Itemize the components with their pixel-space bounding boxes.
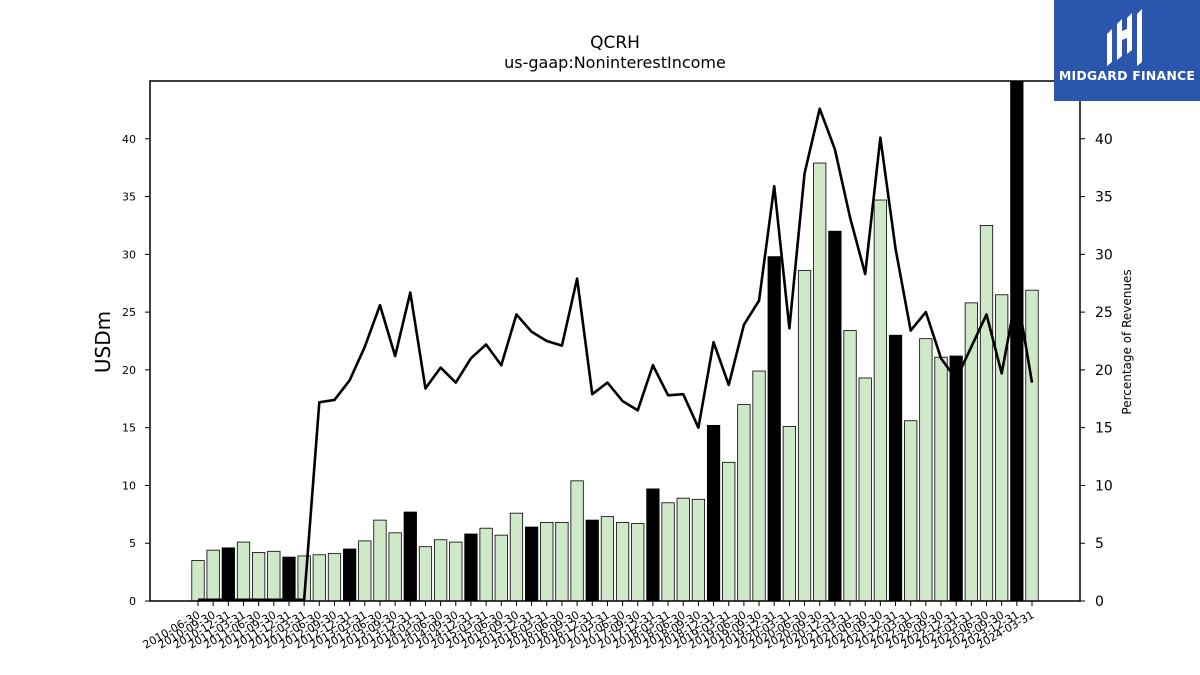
revenue-percentage-line [198,107,1034,602]
y2-tick-label: 5 [1095,536,1104,552]
midgard-finance-logo: MIDGARD FINANCE [1054,0,1200,101]
bar-2020-03-31 [782,426,796,602]
bar-2016-06-30 [555,522,569,602]
y2-tick-label: 15 [1095,421,1113,437]
bar-2012-06-30 [312,554,326,602]
y2-tick-label: 30 [1095,247,1113,263]
bar-2021-12-31 [888,334,903,602]
bar-2022-06-30 [919,338,933,602]
bar-2017-12-31 [646,488,660,602]
bar-2015-03-31 [479,527,493,602]
y-tick-label: 40 [122,133,136,146]
bar-2020-12-31 [828,230,842,602]
y-tick-label: 5 [129,537,136,550]
bar-2011-12-31 [282,556,296,602]
bar-2019-12-31 [767,256,781,602]
y-tick-label: 20 [122,364,136,377]
bar-2018-03-31 [661,502,675,602]
y2-tick-label: 10 [1095,478,1113,494]
y-axis-label: USDm [91,311,115,373]
bar-2020-09-30 [813,162,827,602]
logo-text: MIDGARD FINANCE [1058,68,1196,83]
bar-2011-09-30 [267,550,281,602]
y2-tick-label: 35 [1095,190,1113,206]
bar-2012-09-30 [327,553,342,602]
bar-2016-09-30 [570,480,584,602]
bar-2022-03-31 [904,420,918,602]
bar-2010-06-30 [191,560,205,602]
bar-2018-12-31 [706,424,721,602]
bar-2013-03-31 [358,540,372,602]
bar-2021-03-31 [843,330,857,602]
y-tick-label: 10 [122,479,136,492]
bar-2015-06-30 [494,534,508,602]
bar-2022-12-31 [949,355,963,602]
bar-2013-12-31 [403,511,417,602]
bar-2020-06-30 [797,270,812,602]
bar-2019-03-31 [722,461,736,602]
bar-2014-09-30 [449,541,463,602]
chart-title: QCRH [590,33,640,53]
y2-tick-label: 40 [1095,132,1113,148]
bar-2021-09-30 [873,199,887,602]
bar-2010-09-30 [206,549,220,602]
bar-2013-09-30 [388,532,402,602]
chart-subtitle: us-gaap:NoninterestIncome [504,53,726,72]
bar-2019-09-30 [752,370,766,602]
y2-tick-label: 20 [1095,363,1113,379]
bar-2018-09-30 [691,498,706,602]
bar-2022-09-30 [934,356,948,602]
y-tick-label: 0 [129,595,136,608]
bar-2014-03-31 [418,546,433,602]
bar-2024-03-31 [1025,289,1039,602]
y2-tick-label: 25 [1095,305,1113,321]
y-tick-label: 30 [122,248,136,261]
logo-mark-icon [1107,9,1142,66]
bar-2016-12-31 [585,519,599,602]
bar-2015-09-30 [509,512,524,602]
bar-2011-03-31 [236,541,251,602]
bar-2023-09-30 [995,294,1009,602]
bar-2015-12-31 [524,526,539,602]
y2-axis-label: Percentage of Revenues [1120,269,1134,414]
bar-2018-06-30 [676,497,690,602]
bar-2019-06-30 [737,404,751,602]
bar-2012-12-31 [343,548,357,602]
bar-2014-06-30 [434,539,448,602]
bar-2011-06-30 [252,552,266,602]
y-tick-label: 25 [122,306,136,319]
bar-2014-12-31 [464,533,478,602]
bar-2023-06-30 [979,225,994,602]
bar-2017-09-30 [631,523,645,602]
plot-frame [149,80,1081,602]
bar-2017-06-30 [615,522,630,602]
y-tick-label: 35 [122,191,136,204]
y2-tick-label: 0 [1095,594,1104,610]
y-tick-label: 15 [122,422,136,435]
bar-2010-12-31 [221,547,235,602]
bar-2013-06-30 [373,519,387,602]
bar-2016-03-31 [540,522,554,602]
bar-2017-03-31 [600,516,615,602]
bar-2021-06-30 [858,377,872,602]
bar-2023-12-31 [1010,80,1024,602]
